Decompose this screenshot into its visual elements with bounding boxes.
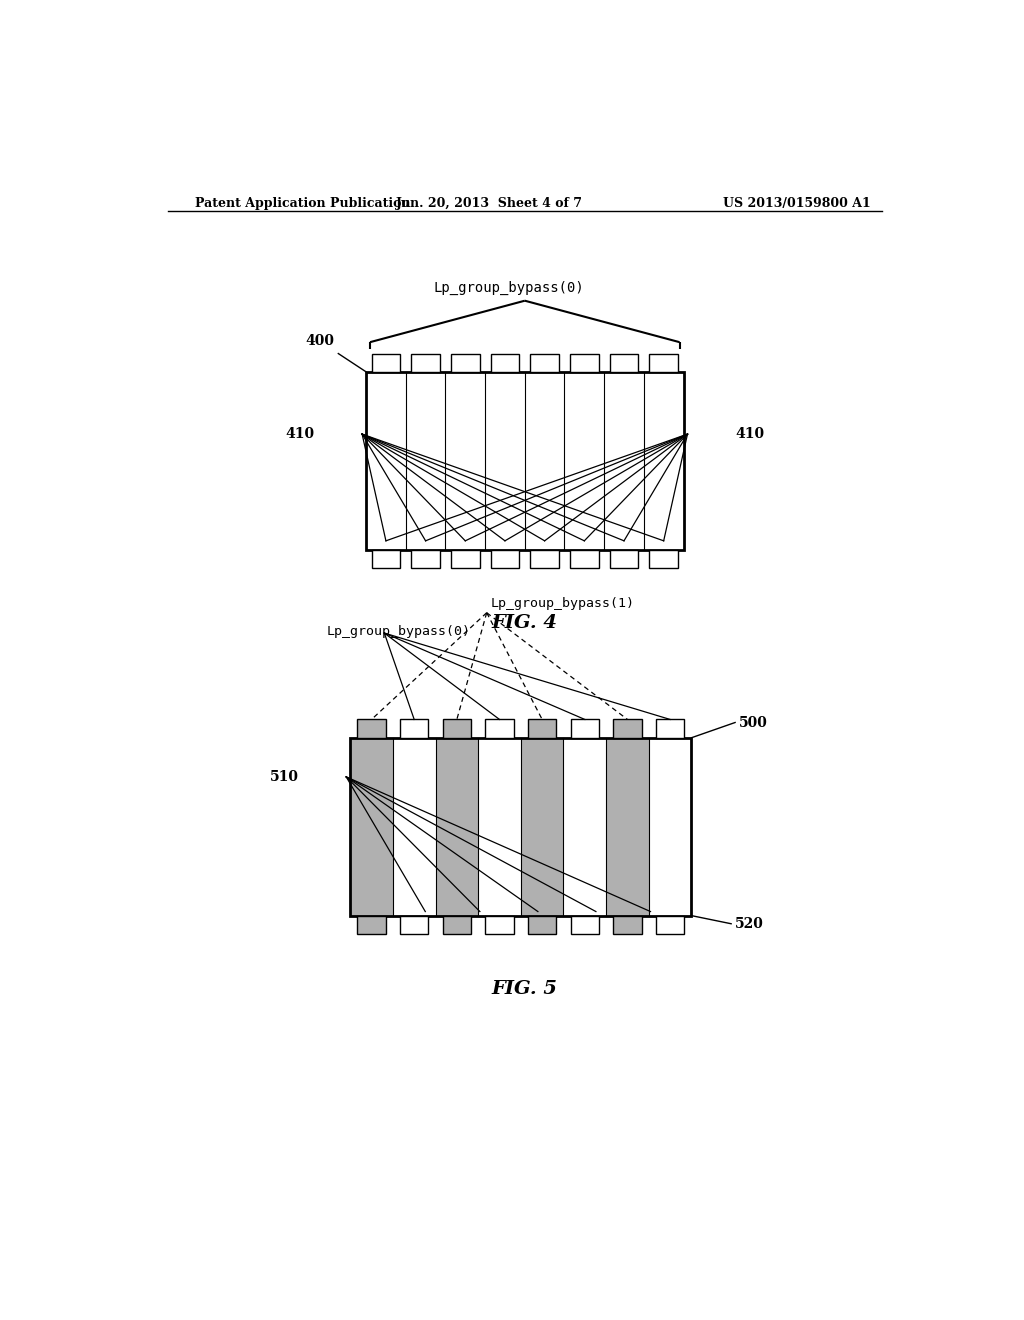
Bar <box>530 354 559 372</box>
Bar <box>490 354 519 372</box>
Bar <box>372 549 400 568</box>
Bar <box>570 916 599 935</box>
Bar <box>655 916 684 935</box>
Text: Lp_group_bypass(0): Lp_group_bypass(0) <box>433 280 585 294</box>
Text: US 2013/0159800 A1: US 2013/0159800 A1 <box>723 197 871 210</box>
Bar <box>613 916 642 935</box>
Bar <box>412 549 440 568</box>
Bar <box>570 719 599 738</box>
Bar <box>613 719 642 738</box>
Bar <box>528 719 556 738</box>
Bar <box>609 549 638 568</box>
Bar <box>528 916 556 935</box>
Bar <box>400 719 428 738</box>
Bar <box>570 549 599 568</box>
Text: 410: 410 <box>735 428 764 441</box>
Bar <box>609 354 638 372</box>
Bar <box>485 916 514 935</box>
Bar <box>530 549 559 568</box>
Bar <box>485 719 514 738</box>
Text: FIG. 4: FIG. 4 <box>492 614 558 632</box>
Bar <box>649 549 678 568</box>
Text: 410: 410 <box>286 428 314 441</box>
Bar <box>451 354 479 372</box>
Bar <box>451 549 479 568</box>
Bar <box>649 354 678 372</box>
Bar <box>400 916 428 935</box>
Text: 510: 510 <box>269 770 299 784</box>
Bar <box>490 549 519 568</box>
Text: Lp_group_bypass(1): Lp_group_bypass(1) <box>490 597 635 610</box>
Bar <box>435 738 478 916</box>
Bar <box>350 738 393 916</box>
Bar <box>372 354 400 372</box>
Bar <box>367 372 684 549</box>
Bar <box>442 719 471 738</box>
Text: FIG. 5: FIG. 5 <box>492 979 558 998</box>
Bar <box>521 738 563 916</box>
Text: Patent Application Publication: Patent Application Publication <box>196 197 411 210</box>
Bar <box>350 738 691 916</box>
Bar <box>357 916 386 935</box>
Bar <box>570 354 599 372</box>
Text: 500: 500 <box>739 715 768 730</box>
Text: Lp_group_bypass(0): Lp_group_bypass(0) <box>327 626 470 638</box>
Text: Jun. 20, 2013  Sheet 4 of 7: Jun. 20, 2013 Sheet 4 of 7 <box>395 197 583 210</box>
Bar <box>442 916 471 935</box>
Bar <box>412 354 440 372</box>
Bar <box>357 719 386 738</box>
Bar <box>655 719 684 738</box>
Text: 520: 520 <box>735 917 764 931</box>
Bar <box>606 738 649 916</box>
Text: 400: 400 <box>305 334 334 348</box>
